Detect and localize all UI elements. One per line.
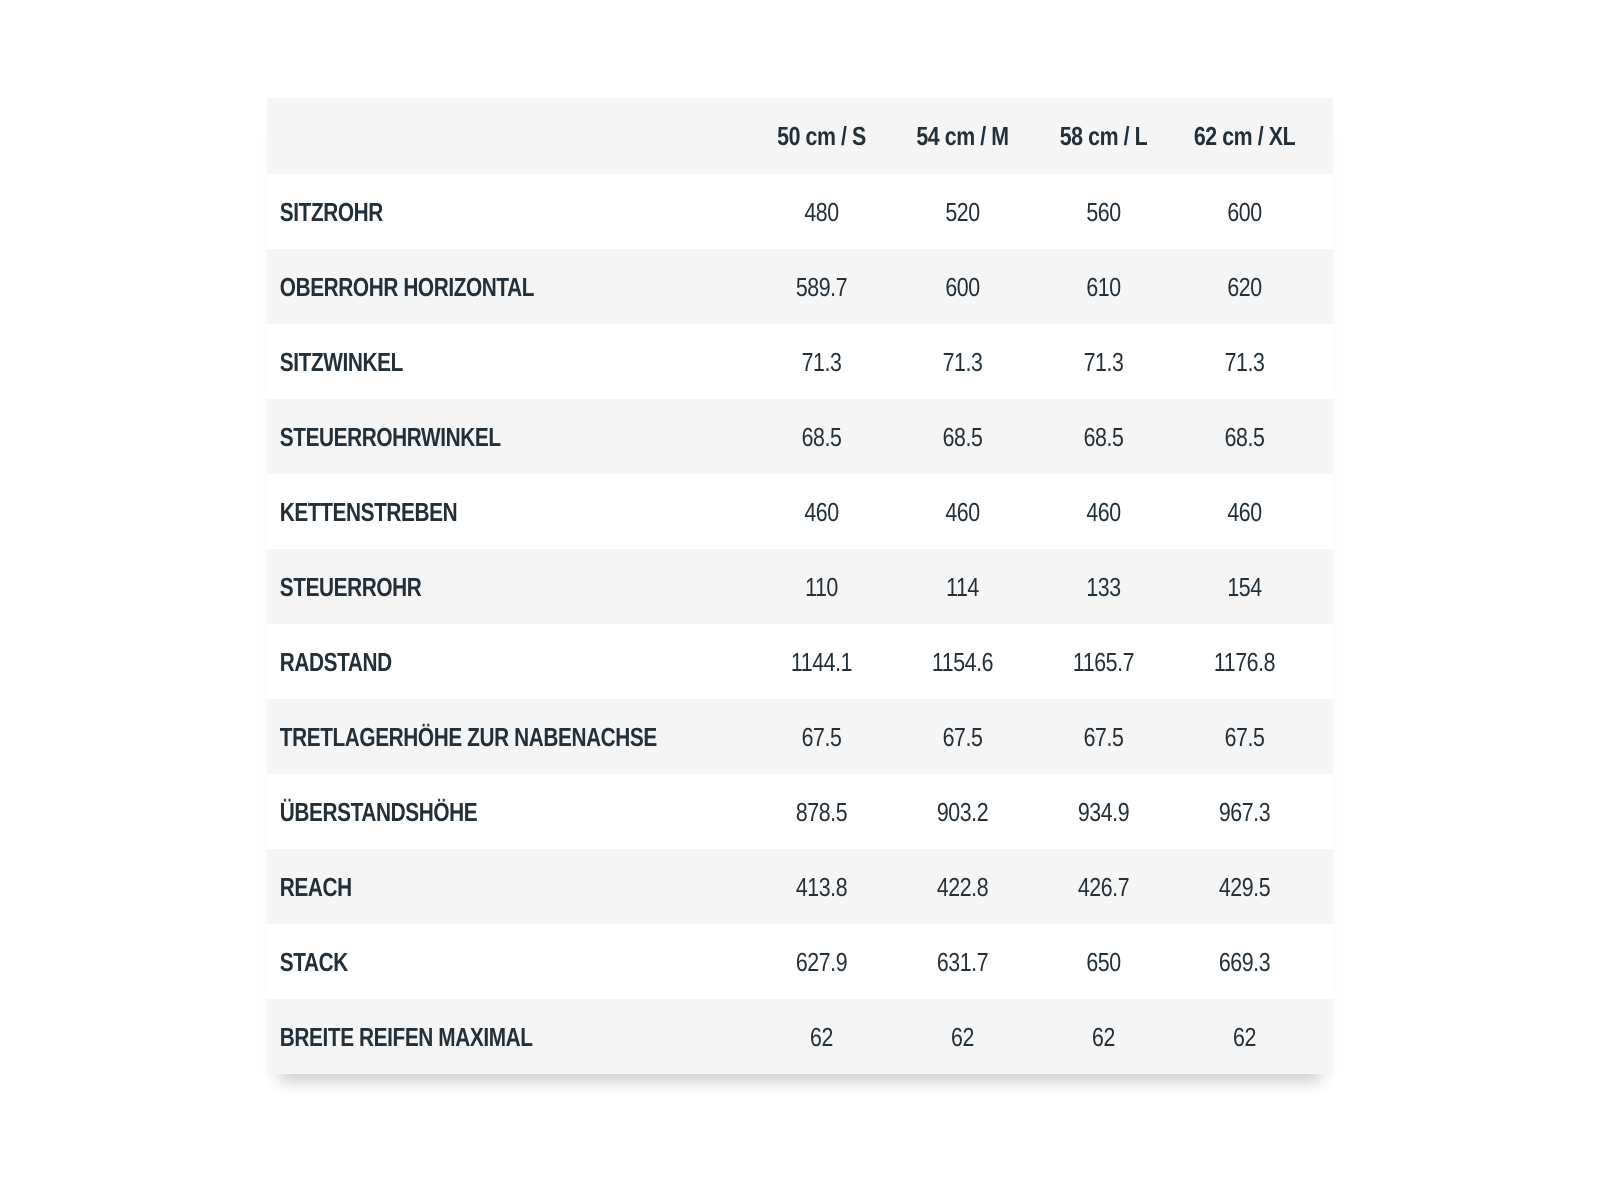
table-row: STACK 627.9 631.7 650 669.3 bbox=[267, 924, 1333, 999]
table-row: STEUERROHR 110 114 133 154 bbox=[267, 549, 1333, 624]
row-label: TRETLAGERHÖHE ZUR NABENACHSE bbox=[279, 721, 657, 752]
cell-value: 610 bbox=[1086, 271, 1121, 302]
cell-value: 600 bbox=[1227, 196, 1262, 227]
column-header-size: 54 cm / M bbox=[916, 121, 1009, 151]
table-header-row: 50 cm / S 54 cm / M 58 cm / L 62 cm / XL bbox=[267, 98, 1333, 174]
table-row: OBERROHR HORIZONTAL 589.7 600 610 620 bbox=[267, 249, 1333, 324]
table-row: BREITE REIFEN MAXIMAL 62 62 62 62 bbox=[267, 999, 1333, 1074]
cell-value: 62 bbox=[1092, 1021, 1115, 1052]
cell-value: 67.5 bbox=[1224, 721, 1265, 752]
row-label: ÜBERSTANDSHÖHE bbox=[279, 796, 478, 827]
cell-value: 1154.6 bbox=[931, 646, 994, 677]
cell-value: 426.7 bbox=[1077, 871, 1130, 902]
cell-value: 460 bbox=[945, 496, 980, 527]
row-label: SITZWINKEL bbox=[279, 346, 404, 377]
cell-value: 520 bbox=[945, 196, 980, 227]
column-header-size: 50 cm / S bbox=[777, 121, 866, 151]
row-label: KETTENSTREBEN bbox=[279, 496, 458, 527]
cell-value: 68.5 bbox=[801, 421, 842, 452]
cell-value: 67.5 bbox=[1083, 721, 1124, 752]
column-header-size: 62 cm / XL bbox=[1193, 121, 1296, 151]
column-header-size: 58 cm / L bbox=[1059, 121, 1148, 151]
cell-value: 669.3 bbox=[1218, 946, 1271, 977]
cell-value: 1165.7 bbox=[1072, 646, 1135, 677]
geometry-table: 50 cm / S 54 cm / M 58 cm / L 62 cm / XL SI… bbox=[267, 98, 1333, 1074]
cell-value: 68.5 bbox=[1083, 421, 1124, 452]
cell-value: 903.2 bbox=[936, 796, 989, 827]
cell-value: 67.5 bbox=[801, 721, 842, 752]
cell-value: 1176.8 bbox=[1213, 646, 1276, 677]
cell-value: 878.5 bbox=[795, 796, 848, 827]
cell-value: 560 bbox=[1086, 196, 1121, 227]
cell-value: 620 bbox=[1227, 271, 1262, 302]
cell-value: 71.3 bbox=[801, 346, 842, 377]
cell-value: 62 bbox=[1233, 1021, 1256, 1052]
cell-value: 650 bbox=[1086, 946, 1121, 977]
cell-value: 68.5 bbox=[1224, 421, 1265, 452]
table-row: TRETLAGERHÖHE ZUR NABENACHSE 67.5 67.5 67.5… bbox=[267, 699, 1333, 774]
table-row: SITZROHR 480 520 560 600 bbox=[267, 174, 1333, 249]
row-label: STACK bbox=[279, 946, 349, 977]
cell-value: 589.7 bbox=[795, 271, 848, 302]
cell-value: 480 bbox=[804, 196, 839, 227]
row-label: REACH bbox=[279, 871, 352, 902]
row-label: STEUERROHRWINKEL bbox=[279, 421, 501, 452]
cell-value: 154 bbox=[1227, 571, 1262, 602]
cell-value: 71.3 bbox=[942, 346, 983, 377]
cell-value: 627.9 bbox=[795, 946, 848, 977]
row-label: RADSTAND bbox=[279, 646, 392, 677]
table-body: SITZROHR 480 520 560 600 OBERROHR HORIZONTAL 5… bbox=[267, 174, 1333, 1074]
cell-value: 460 bbox=[1086, 496, 1121, 527]
cell-value: 62 bbox=[810, 1021, 833, 1052]
table-row: STEUERROHRWINKEL 68.5 68.5 68.5 68.5 bbox=[267, 399, 1333, 474]
cell-value: 422.8 bbox=[936, 871, 989, 902]
table-row: REACH 413.8 422.8 426.7 429.5 bbox=[267, 849, 1333, 924]
cell-value: 114 bbox=[946, 571, 979, 602]
table-row: SITZWINKEL 71.3 71.3 71.3 71.3 bbox=[267, 324, 1333, 399]
row-label: STEUERROHR bbox=[279, 571, 422, 602]
cell-value: 1144.1 bbox=[790, 646, 853, 677]
cell-value: 68.5 bbox=[942, 421, 983, 452]
cell-value: 631.7 bbox=[936, 946, 989, 977]
table-row: KETTENSTREBEN 460 460 460 460 bbox=[267, 474, 1333, 549]
cell-value: 62 bbox=[951, 1021, 974, 1052]
cell-value: 67.5 bbox=[942, 721, 983, 752]
cell-value: 460 bbox=[1227, 496, 1262, 527]
cell-value: 71.3 bbox=[1083, 346, 1124, 377]
row-label: SITZROHR bbox=[279, 196, 384, 227]
cell-value: 460 bbox=[804, 496, 839, 527]
cell-value: 429.5 bbox=[1218, 871, 1271, 902]
table-row: ÜBERSTANDSHÖHE 878.5 903.2 934.9 967.3 bbox=[267, 774, 1333, 849]
cell-value: 110 bbox=[805, 571, 838, 602]
cell-value: 133 bbox=[1086, 571, 1121, 602]
row-label: BREITE REIFEN MAXIMAL bbox=[279, 1021, 533, 1052]
cell-value: 967.3 bbox=[1218, 796, 1271, 827]
cell-value: 71.3 bbox=[1224, 346, 1265, 377]
table-row: RADSTAND 1144.1 1154.6 1165.7 1176.8 bbox=[267, 624, 1333, 699]
cell-value: 413.8 bbox=[795, 871, 848, 902]
cell-value: 934.9 bbox=[1077, 796, 1130, 827]
row-label: OBERROHR HORIZONTAL bbox=[279, 271, 535, 302]
cell-value: 600 bbox=[945, 271, 980, 302]
